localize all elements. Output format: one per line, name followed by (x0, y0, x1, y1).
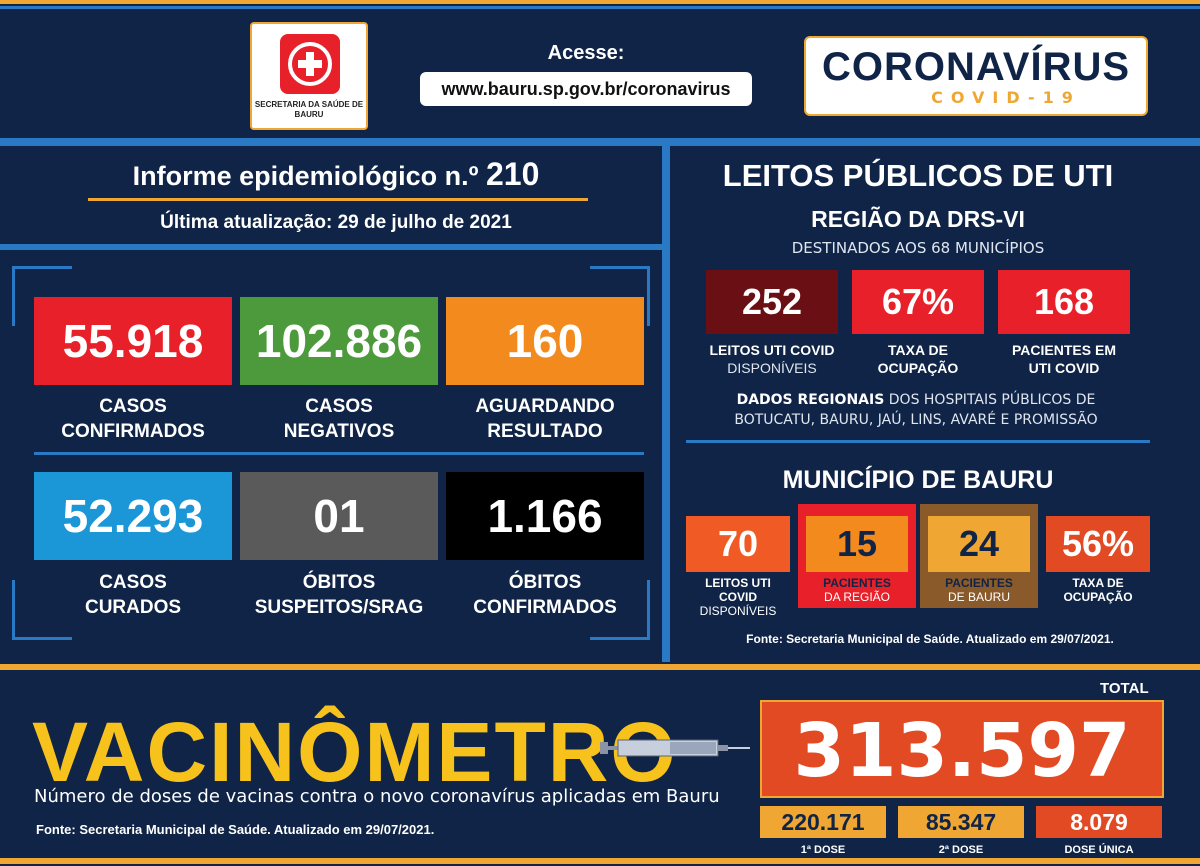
uti-destinados: DESTINADOS AOS 68 MUNICÍPIOS (791, 239, 1045, 257)
stat-box-curados: 52.293 (34, 472, 232, 560)
dose-2-label: 2ª DOSE (938, 844, 984, 856)
dose-unica-value: 8.079 (1036, 806, 1162, 838)
corner-bracket (590, 266, 650, 326)
total-doses: 313.597 (760, 700, 1164, 798)
brand-title: CORONAVÍRUS (821, 45, 1131, 89)
acesse-label: Acesse: (547, 42, 625, 64)
dose-2-value: 85.347 (898, 806, 1024, 838)
top-blue-line (0, 6, 1200, 9)
mun-box-taxa: 56% TAXA DE OCUPAÇÃO (1046, 516, 1150, 620)
uti-box-leitos: 252 (706, 270, 838, 334)
mun-box-leitos: 70 LEITOS UTI COVID DISPONÍVEIS (686, 516, 790, 620)
vacinometro-description: Número de doses de vacinas contra o novo… (34, 786, 720, 807)
municipio-fonte: Fonte: Secretaria Municipal de Saúde. At… (746, 632, 1114, 646)
vacinometro-title: VACINÔMETRO (32, 705, 678, 799)
stat-label-obitos-suspeitos: ÓBITOS SUSPEITOS/SRAG (254, 572, 424, 618)
informe-underline (88, 198, 588, 201)
uti-label-pacientes: PACIENTES EM UTI COVID (1012, 342, 1116, 376)
dose-unica-label: DOSE ÚNICA (1064, 844, 1134, 856)
corner-bracket (12, 580, 72, 640)
municipio-title: MUNICÍPIO DE BAURU (782, 466, 1054, 494)
syringe-icon (600, 736, 750, 760)
logo-text: SECRETARIA DA SAÚDE DE BAURU (254, 100, 364, 119)
uti-box-pacientes: 168 (998, 270, 1130, 334)
uti-title: LEITOS PÚBLICOS DE UTI (722, 158, 1114, 193)
stats-row-divider (34, 452, 644, 455)
informe-number: 210 (486, 156, 540, 192)
uti-divider (686, 440, 1150, 443)
last-update: Última atualização: 29 de julho de 2021 (160, 212, 512, 233)
coronavirus-brand: CORONAVÍRUS COVID-19 (804, 36, 1148, 116)
website-link[interactable]: www.bauru.sp.gov.br/coronavirus (420, 72, 752, 106)
stat-box-confirmados: 55.918 (34, 297, 232, 385)
left-divider (0, 244, 662, 250)
dose-1-value: 220.171 (760, 806, 886, 838)
health-cross-icon (280, 34, 340, 94)
total-label: TOTAL (1100, 680, 1149, 697)
corner-bracket (12, 266, 72, 326)
uti-label-taxa: TAXA DE OCUPAÇÃO (877, 342, 959, 376)
regional-note: DADOS REGIONAIS DOS HOSPITAIS PÚBLICOS D… (734, 392, 1098, 428)
informe-title: Informe epidemiológico n.º 210 (132, 156, 540, 192)
stat-box-aguardando: 160 (446, 297, 644, 385)
mun-box-regiao: 15 PACIENTES DA REGIÃO (798, 504, 916, 608)
stat-label-obitos-confirmados: ÓBITOS CONFIRMADOS (473, 572, 617, 618)
mun-box-bauru: 24 PACIENTES DE BAURU (920, 504, 1038, 608)
center-divider (662, 146, 670, 662)
corner-bracket (590, 580, 650, 640)
bottom-accent-line (0, 664, 1200, 670)
stat-box-obitos-suspeitos: 01 (240, 472, 438, 560)
header-divider (0, 138, 1200, 146)
footer-accent-line (0, 858, 1200, 864)
vacinometro-fonte: Fonte: Secretaria Municipal de Saúde. At… (36, 822, 435, 837)
dose-1-label: 1ª DOSE (800, 844, 846, 856)
top-accent-line (0, 0, 1200, 4)
stat-label-curados: CASOS CURADOS (84, 572, 182, 618)
uti-label-leitos: LEITOS UTI COVID DISPONÍVEIS (709, 342, 835, 376)
brand-subtitle: COVID-19 (931, 88, 1081, 107)
stat-box-obitos-confirmados: 1.166 (446, 472, 644, 560)
stat-label-aguardando: AGUARDANDO RESULTADO (475, 396, 615, 442)
secretaria-logo: SECRETARIA DA SAÚDE DE BAURU (250, 22, 368, 130)
uti-box-taxa: 67% (852, 270, 984, 334)
uti-region: REGIÃO DA DRS-VI (811, 206, 1025, 232)
stat-box-negativos: 102.886 (240, 297, 438, 385)
stat-label-confirmados: CASOS CONFIRMADOS (61, 396, 205, 442)
stat-label-negativos: CASOS NEGATIVOS (283, 396, 395, 442)
